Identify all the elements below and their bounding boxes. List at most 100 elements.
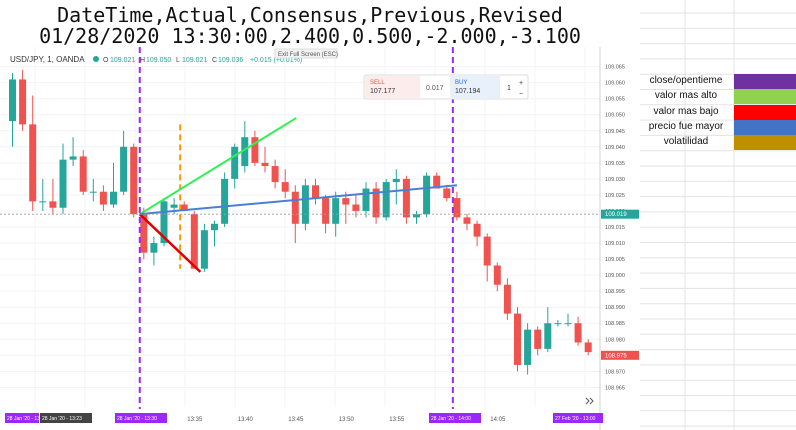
candle-body bbox=[221, 178, 229, 224]
time-tick-label: 13:50 bbox=[339, 417, 355, 423]
ohlc-low-label: L bbox=[176, 57, 180, 64]
candle-body bbox=[99, 191, 107, 205]
candle-body bbox=[443, 188, 451, 199]
price-tick-label: 109.030 bbox=[605, 177, 625, 183]
price-tick-label: 109.025 bbox=[605, 193, 625, 199]
price-tick-label: 108.965 bbox=[605, 385, 625, 391]
candle-body bbox=[19, 79, 27, 125]
candle-body bbox=[514, 313, 521, 365]
candle-body bbox=[402, 178, 410, 218]
price-tick-label: 109.035 bbox=[605, 161, 625, 167]
time-tick-label: 13:45 bbox=[288, 417, 304, 423]
candle-body bbox=[69, 156, 77, 160]
sheet-gridlines bbox=[640, 0, 796, 430]
quantity-plus-button[interactable]: + bbox=[519, 80, 523, 87]
current-price-badge bbox=[601, 209, 639, 219]
ohlc-close: 109.036 bbox=[218, 57, 243, 64]
legend-row: close/opentieme bbox=[640, 74, 796, 89]
legend-label: valor mas bajo bbox=[653, 105, 719, 117]
candle-body bbox=[200, 230, 208, 269]
price-tick-label: 109.015 bbox=[605, 225, 625, 231]
status-dot bbox=[93, 56, 99, 62]
last-price-badge bbox=[601, 350, 639, 360]
candle-body bbox=[332, 198, 340, 224]
time-axis[interactable]: 13:35 13:40 13:45 13:50 13:55 14:05 28 Jan '20… bbox=[5, 413, 603, 423]
candle-body bbox=[423, 175, 431, 215]
candlestick-chart[interactable]: 109.065 109.060 109.055 109.050 109.045 109.0… bbox=[0, 47, 640, 430]
legend-row: volatilidad bbox=[640, 135, 796, 151]
quantity-minus-button[interactable]: − bbox=[519, 91, 523, 98]
time-tag-text: 28 Jan '20 - 13:23 bbox=[42, 416, 82, 422]
legend-label: precio fue mayor bbox=[648, 120, 724, 132]
candle-body bbox=[140, 214, 148, 253]
legend-label: volatilidad bbox=[663, 136, 709, 148]
time-tick-label: 13:40 bbox=[238, 417, 254, 423]
drawings bbox=[0, 47, 600, 409]
sell-price: 107.177 bbox=[370, 88, 395, 95]
candle-body bbox=[241, 137, 249, 167]
price-axis[interactable]: 109.065 109.060 109.055 109.050 109.045 109.0… bbox=[599, 47, 640, 430]
candle-body bbox=[271, 166, 279, 183]
ohlc-open: 109.021 bbox=[110, 57, 135, 64]
candle-body bbox=[170, 204, 178, 208]
trade-panel[interactable]: SELL 107.177 0.017 BUY 107.194 1 + − bbox=[363, 74, 529, 100]
candle-body bbox=[372, 188, 380, 218]
candle-body bbox=[301, 185, 309, 224]
candle-body bbox=[79, 156, 87, 192]
candle-body bbox=[483, 236, 491, 266]
time-tag-text: 27 Feb '20 - 13:00 bbox=[555, 416, 596, 422]
candle-body bbox=[342, 198, 350, 205]
blue-trend-line bbox=[139, 184, 457, 216]
candle-body bbox=[392, 178, 400, 183]
price-tick-label: 109.000 bbox=[605, 273, 625, 279]
legend-color-swatch bbox=[734, 74, 796, 89]
candle-body bbox=[473, 223, 481, 237]
price-tick-label: 108.985 bbox=[605, 321, 625, 327]
candle-body bbox=[493, 265, 501, 285]
price-tick-label: 109.065 bbox=[605, 65, 625, 71]
price-tick-label: 109.040 bbox=[605, 145, 625, 151]
data-header-line: DateTime,Actual,Consensus,Previous,Revis… bbox=[57, 3, 563, 27]
legend-color-swatch bbox=[734, 104, 796, 120]
legend-row: valor mas bajo bbox=[640, 104, 796, 120]
time-tag bbox=[5, 413, 39, 423]
candle-body bbox=[584, 342, 592, 353]
current-price-badge-text: 109.019 bbox=[605, 212, 627, 218]
legend-row: precio fue mayor bbox=[640, 119, 796, 135]
candle-body bbox=[312, 185, 319, 199]
price-tick-label: 109.060 bbox=[605, 81, 625, 87]
candle-body bbox=[39, 201, 47, 203]
candle-body bbox=[261, 162, 269, 167]
ohlc-low: 109.021 bbox=[182, 57, 207, 64]
exit-fullscreen-tooltip: Exit Full Screen (ESC) bbox=[278, 52, 338, 58]
candle-body bbox=[534, 329, 542, 349]
quantity-value[interactable]: 1 bbox=[507, 85, 511, 92]
chart-svg[interactable]: 109.065 109.060 109.055 109.050 109.045 109.0… bbox=[0, 47, 640, 430]
candle-body bbox=[291, 191, 299, 224]
candle-body bbox=[120, 146, 128, 192]
green-trend-line bbox=[139, 117, 297, 216]
buy-label: BUY bbox=[455, 80, 467, 86]
symbol-label: USD/JPY, 1, OANDA bbox=[10, 55, 85, 64]
candle-body bbox=[574, 323, 582, 343]
candle-body bbox=[524, 329, 532, 365]
sell-label: SELL bbox=[370, 80, 385, 86]
candle-body bbox=[463, 217, 471, 224]
double-chevron-right-icon[interactable] bbox=[585, 397, 594, 405]
time-tag bbox=[553, 413, 603, 423]
time-tick-label: 13:55 bbox=[389, 417, 405, 423]
ohlc-change: +0.015 (+0.01%) bbox=[250, 57, 302, 64]
sell-button[interactable] bbox=[365, 76, 420, 98]
legend-row: valor mas alto bbox=[640, 89, 796, 105]
candle-body bbox=[89, 191, 97, 193]
legend-color-swatch bbox=[734, 89, 796, 105]
buy-button[interactable] bbox=[450, 76, 500, 98]
legend-color-swatch bbox=[734, 135, 796, 151]
legend-color-swatch bbox=[734, 119, 796, 135]
red-trend-line bbox=[138, 213, 202, 273]
price-tick-label: 109.010 bbox=[605, 241, 625, 247]
candle-body bbox=[29, 124, 37, 202]
candle-body bbox=[150, 243, 158, 253]
chart-background bbox=[0, 47, 640, 430]
time-tag-text: 28 Jan '20 - 13:30 bbox=[117, 416, 157, 422]
